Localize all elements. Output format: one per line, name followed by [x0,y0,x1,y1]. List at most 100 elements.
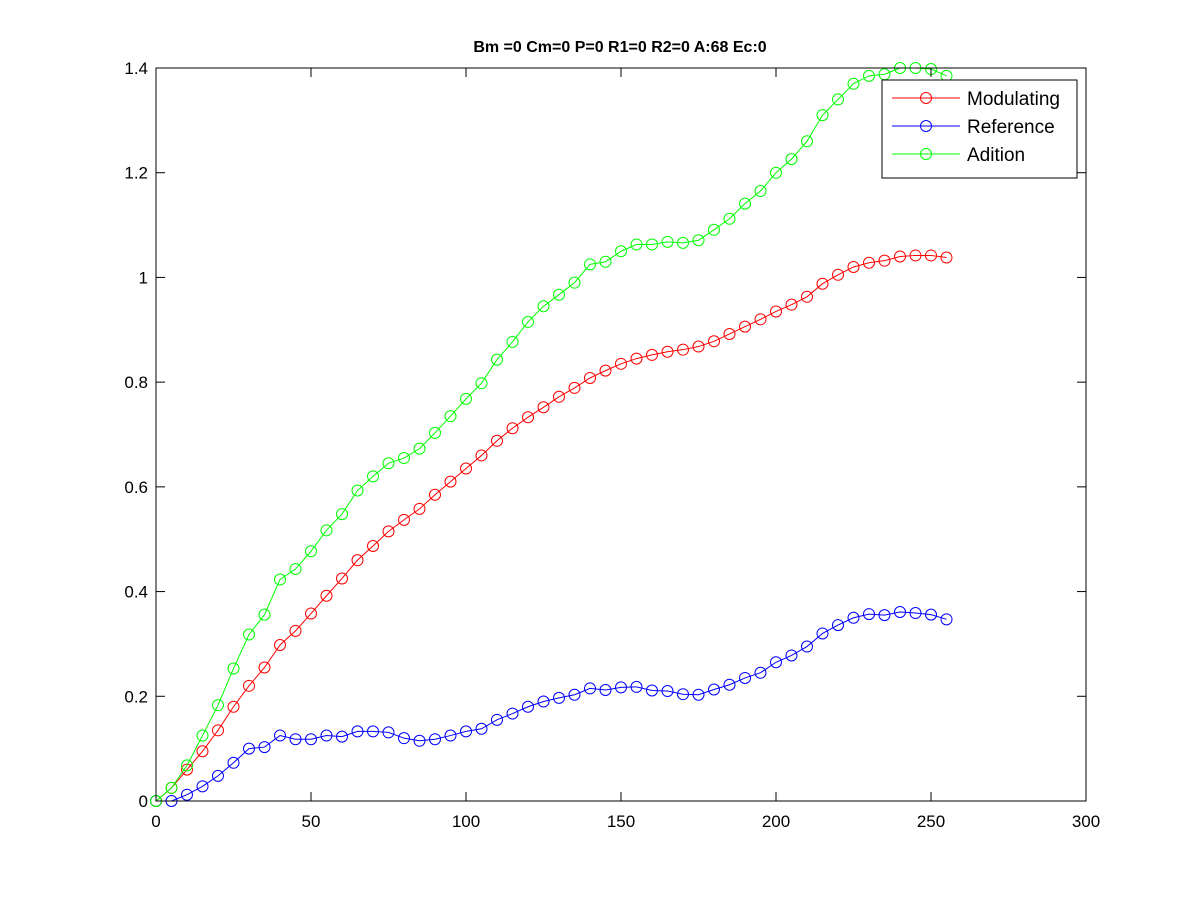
data-point [801,640,813,653]
data-point [274,729,286,742]
axes-layer: 0 50 100 150 200 250 300 0 0.2 0.4 0.6 0.8 1 1.2 1.4 [124,59,1100,831]
data-point [491,434,503,447]
data-point [723,678,736,691]
data-point [444,729,457,742]
data-point [460,725,472,738]
x-tick-label: 150 [607,812,635,831]
y-tick-label: 1.2 [124,164,148,183]
data-point [444,475,457,488]
data-point [646,238,658,251]
data-point [258,661,271,674]
data-point [584,682,596,695]
data-point [537,695,550,708]
data-point [754,185,767,198]
data-point [770,656,782,669]
series-line [156,611,947,802]
data-point [212,724,224,737]
data-point [739,671,751,684]
data-point [630,680,643,693]
data-point [522,315,534,328]
legend-entry-adition: Adition [892,145,1025,166]
data-point [398,513,410,526]
y-tick-label: 0.6 [124,478,148,497]
data-point [320,589,333,602]
legend-marker [920,148,932,160]
data-point [181,788,193,801]
data-point [506,707,519,720]
data-point [584,371,596,384]
data-point [320,729,333,742]
x-tick-label: 100 [452,812,480,831]
data-point [584,258,596,271]
data-point [553,390,565,403]
legend-label: Adition [967,145,1025,166]
data-point [940,251,953,264]
data-point [816,277,829,290]
data-point [491,353,503,366]
data-point [909,607,922,620]
data-point [863,256,875,269]
data-point [847,77,860,90]
data-point [475,377,488,390]
legend-entry-reference: Reference [892,117,1055,138]
data-point [243,742,255,755]
data-point [739,197,751,210]
data-point [692,234,705,247]
series-reference [150,605,953,807]
data-point [227,662,240,675]
data-point [568,381,581,394]
data-point [351,554,364,567]
data-point [878,254,891,267]
data-point [398,452,410,465]
data-point [878,609,891,622]
data-point [258,608,271,621]
data-point [382,457,395,470]
data-point [491,713,503,726]
data-point [382,525,395,538]
y-tick-label: 0.4 [124,583,148,602]
data-point [677,343,689,356]
data-point [522,700,534,713]
data-point [863,69,875,82]
data-point [212,699,224,712]
data-point [243,679,255,692]
data-point [832,93,844,106]
data-point [925,608,937,621]
data-point [909,249,922,262]
data-point [429,733,441,746]
data-point [568,688,581,701]
legend-marker [920,92,932,104]
legend-marker [920,120,932,132]
series-line [155,67,947,802]
x-tick-label: 200 [762,812,790,831]
data-point [940,613,953,626]
data-point [475,449,488,462]
legend-entry-modulating: Modulating [892,89,1060,110]
data-point [832,619,844,632]
legend-label: Modulating [967,89,1060,110]
data-point [801,135,813,148]
data-point [599,364,612,377]
data-point [413,502,426,515]
data-point [320,524,333,537]
data-point [646,684,658,697]
data-point [429,426,441,439]
data-point [692,688,705,701]
chart-title: Bm =0 Cm=0 P=0 R1=0 R2=0 A:68 Ec:0 [473,39,766,56]
data-point [785,298,798,311]
data-point [708,223,720,236]
data-point [708,683,720,696]
data-point [181,763,193,776]
data-point [754,313,767,326]
data-point [785,649,798,662]
data-point [785,153,798,166]
data-point [289,563,302,576]
data-point [351,484,364,497]
y-tick-label: 1 [139,268,148,287]
data-point [599,255,612,268]
data-point [677,236,689,249]
data-point [770,166,782,179]
data-point [677,688,689,701]
data-point [289,624,302,637]
